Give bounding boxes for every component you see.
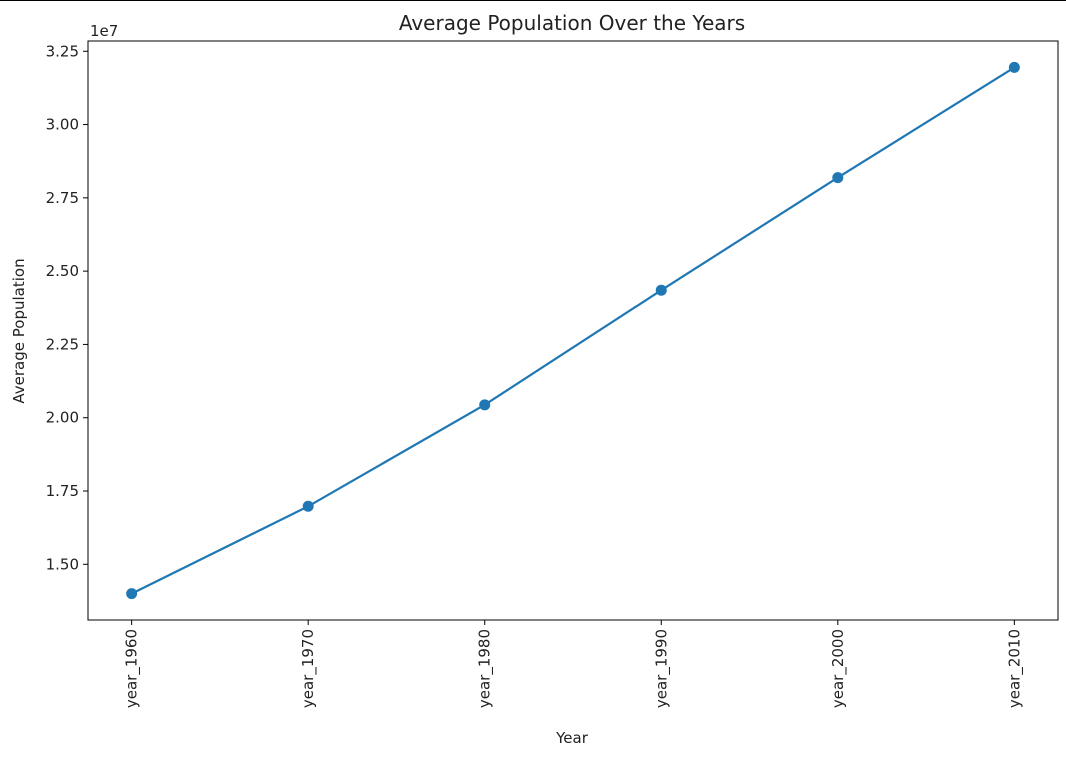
data-point-year_2000 xyxy=(832,172,844,184)
data-point-year_2010 xyxy=(1008,61,1020,73)
x-tick-label: year_2010 xyxy=(1005,629,1024,708)
y-tick-label: 1.75 xyxy=(46,482,79,500)
y-tick-label: 2.50 xyxy=(46,262,79,280)
x-tick-label: year_1980 xyxy=(476,629,495,708)
x-tick-label: year_2000 xyxy=(829,629,848,708)
plot-frame xyxy=(87,40,1059,621)
series-average-population xyxy=(126,61,1020,600)
x-tick-label: year_1970 xyxy=(299,629,318,708)
y-offset-label: 1e7 xyxy=(90,22,118,40)
data-point-year_1960 xyxy=(126,588,138,600)
x-axis-label: Year xyxy=(555,729,589,747)
series-line xyxy=(131,66,1015,595)
y-axis-ticks: 1.50 1.75 2.00 2.25 2.50 2.75 3.00 3.25 xyxy=(46,42,88,573)
window-top-border xyxy=(0,0,1066,1)
chart-title: Average Population Over the Years xyxy=(399,11,745,35)
x-tick-label: year_1960 xyxy=(123,629,142,708)
y-tick-label: 1.50 xyxy=(46,555,79,573)
y-tick-label: 2.25 xyxy=(46,335,79,353)
y-axis-label: Average Population xyxy=(10,258,28,403)
y-tick-label: 2.00 xyxy=(46,409,79,427)
y-tick-label: 2.75 xyxy=(46,189,79,207)
x-tick-label: year_1990 xyxy=(652,629,671,708)
y-tick-label: 3.00 xyxy=(46,116,79,134)
data-point-year_1970 xyxy=(302,500,314,512)
data-point-year_1980 xyxy=(479,399,491,411)
x-axis-ticks: year_1960 year_1970 year_1980 year_1990 year… xyxy=(123,620,1024,708)
y-tick-label: 3.25 xyxy=(46,42,79,60)
data-point-year_1990 xyxy=(655,284,667,296)
